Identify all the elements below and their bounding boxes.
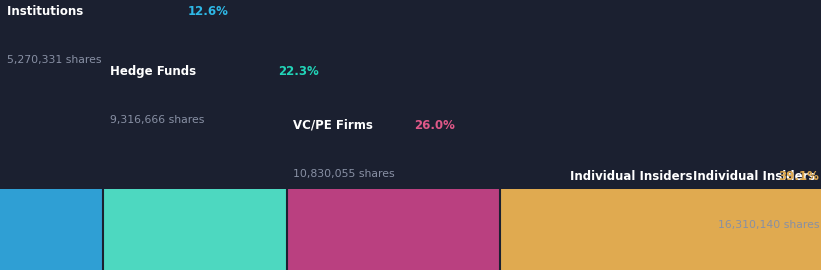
Text: 39.1%: 39.1%: [778, 170, 819, 183]
Bar: [0, 189, 103, 270]
Bar: [287, 189, 500, 270]
Text: Individual Insiders: Individual Insiders: [570, 170, 697, 183]
Text: 22.3%: 22.3%: [278, 65, 319, 78]
Text: 16,310,140 shares: 16,310,140 shares: [718, 220, 819, 230]
Text: Hedge Funds: Hedge Funds: [110, 65, 200, 78]
Text: Institutions: Institutions: [7, 5, 87, 18]
Text: 5,270,331 shares: 5,270,331 shares: [7, 55, 101, 65]
Text: 9,316,666 shares: 9,316,666 shares: [110, 115, 204, 125]
Text: 26.0%: 26.0%: [414, 119, 455, 132]
Bar: [103, 189, 287, 270]
Text: 10,830,055 shares: 10,830,055 shares: [293, 169, 395, 179]
Text: VC/PE Firms: VC/PE Firms: [293, 119, 377, 132]
Bar: [500, 189, 821, 270]
Text: 12.6%: 12.6%: [188, 5, 229, 18]
Text: Individual Insiders: Individual Insiders: [693, 170, 819, 183]
